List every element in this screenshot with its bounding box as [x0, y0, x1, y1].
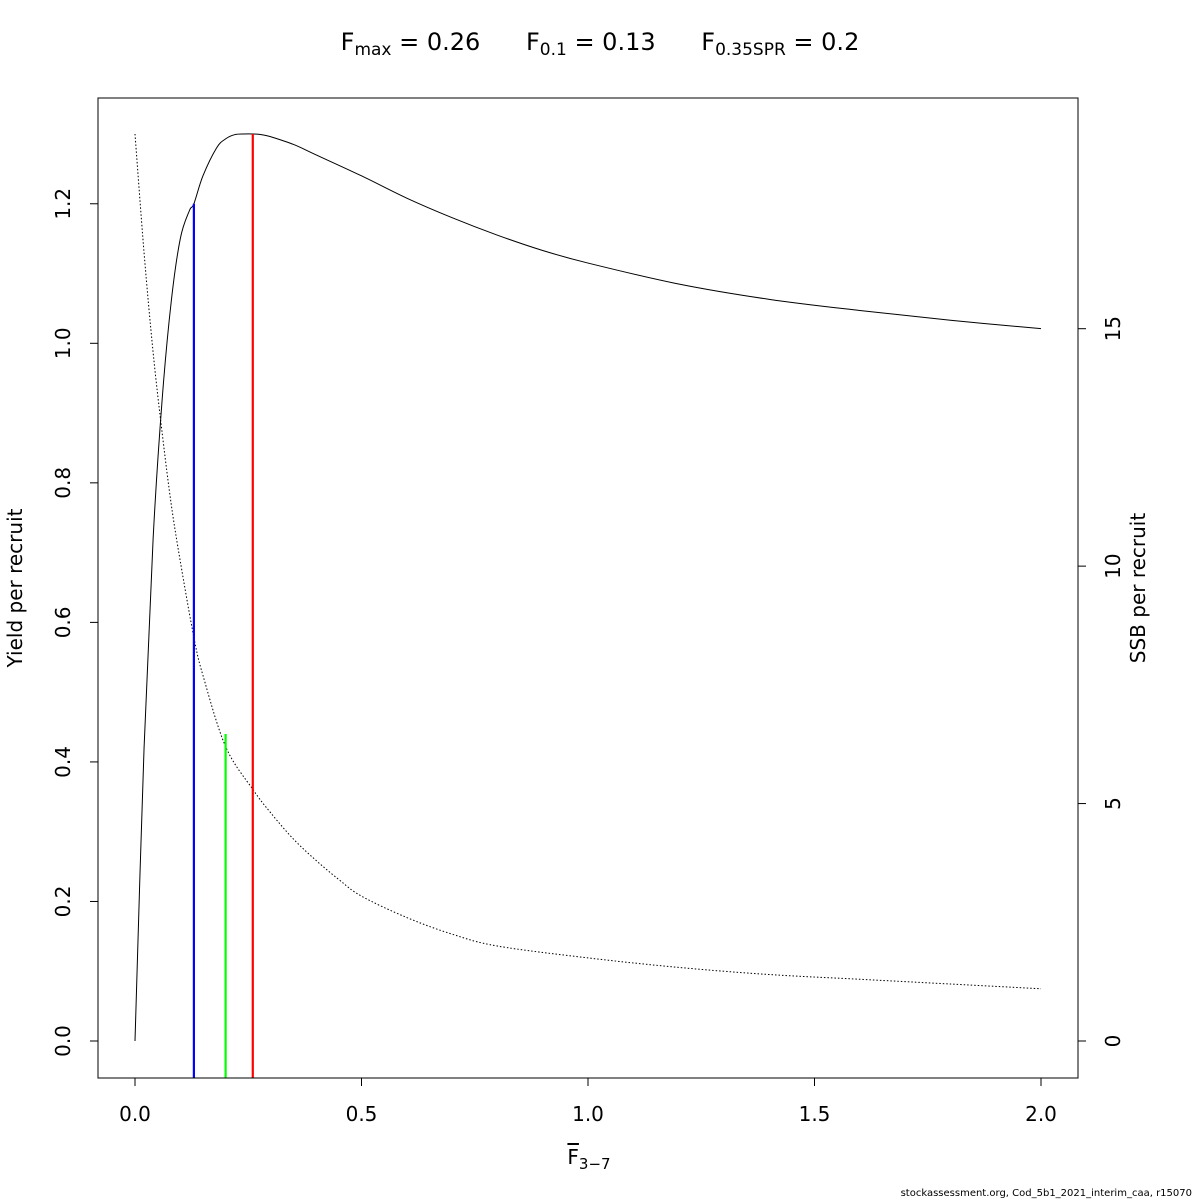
title-fmax: Fmax = 0.26 — [340, 28, 481, 60]
y-tick-label-left: 0.8 — [51, 467, 75, 499]
x-tick-label: 0.0 — [119, 1102, 151, 1126]
ssb-per-recruit-line — [134, 133, 1042, 990]
y-tick-label-left: 1.2 — [51, 188, 75, 220]
y-axis-label-right: SSB per recruit — [1126, 513, 1150, 664]
y-tick-label-left: 1.0 — [51, 327, 75, 359]
chart-title: Fmax = 0.26 F0.1 = 0.13 F0.35SPR = 0.2 — [0, 28, 1200, 60]
title-f01: F0.1 = 0.13 — [525, 28, 656, 60]
x-tick-label: 1.0 — [572, 1102, 604, 1126]
curves-layer — [134, 133, 1042, 1042]
y-tick-label-right: 10 — [1101, 553, 1125, 578]
yield-per-recruit-line — [134, 133, 1042, 1042]
y-tick-label-left: 0.0 — [51, 1025, 75, 1057]
y-tick-label-left: 0.4 — [51, 746, 75, 778]
y-tick-label-left: 0.6 — [51, 606, 75, 638]
y-tick-label-right: 5 — [1101, 797, 1125, 810]
axes-layer: 0.0 0.5 1.0 1.5 2.0 0.0 0.2 0.4 0.6 0.8 1.0 1.2 0 5 10… — [51, 188, 1125, 1126]
plot-frame — [97, 97, 1079, 1079]
reference-lines-layer — [192, 134, 254, 1078]
y-axis-label-left: Yield per recruit — [3, 508, 27, 668]
y-tick-label-right: 0 — [1101, 1035, 1125, 1048]
y-tick-label-left: 0.2 — [51, 886, 75, 918]
credit-text: stockassessment.org, Cod_5b1_2021_interi… — [900, 1188, 1192, 1199]
x-tick-label: 2.0 — [1025, 1102, 1057, 1126]
x-axis-label: F3−7 — [567, 1145, 611, 1173]
title-f035spr: F0.35SPR = 0.2 — [701, 28, 860, 60]
x-tick-label: 0.5 — [346, 1102, 378, 1126]
y-tick-label-right: 15 — [1101, 316, 1125, 341]
x-tick-label: 1.5 — [799, 1102, 831, 1126]
